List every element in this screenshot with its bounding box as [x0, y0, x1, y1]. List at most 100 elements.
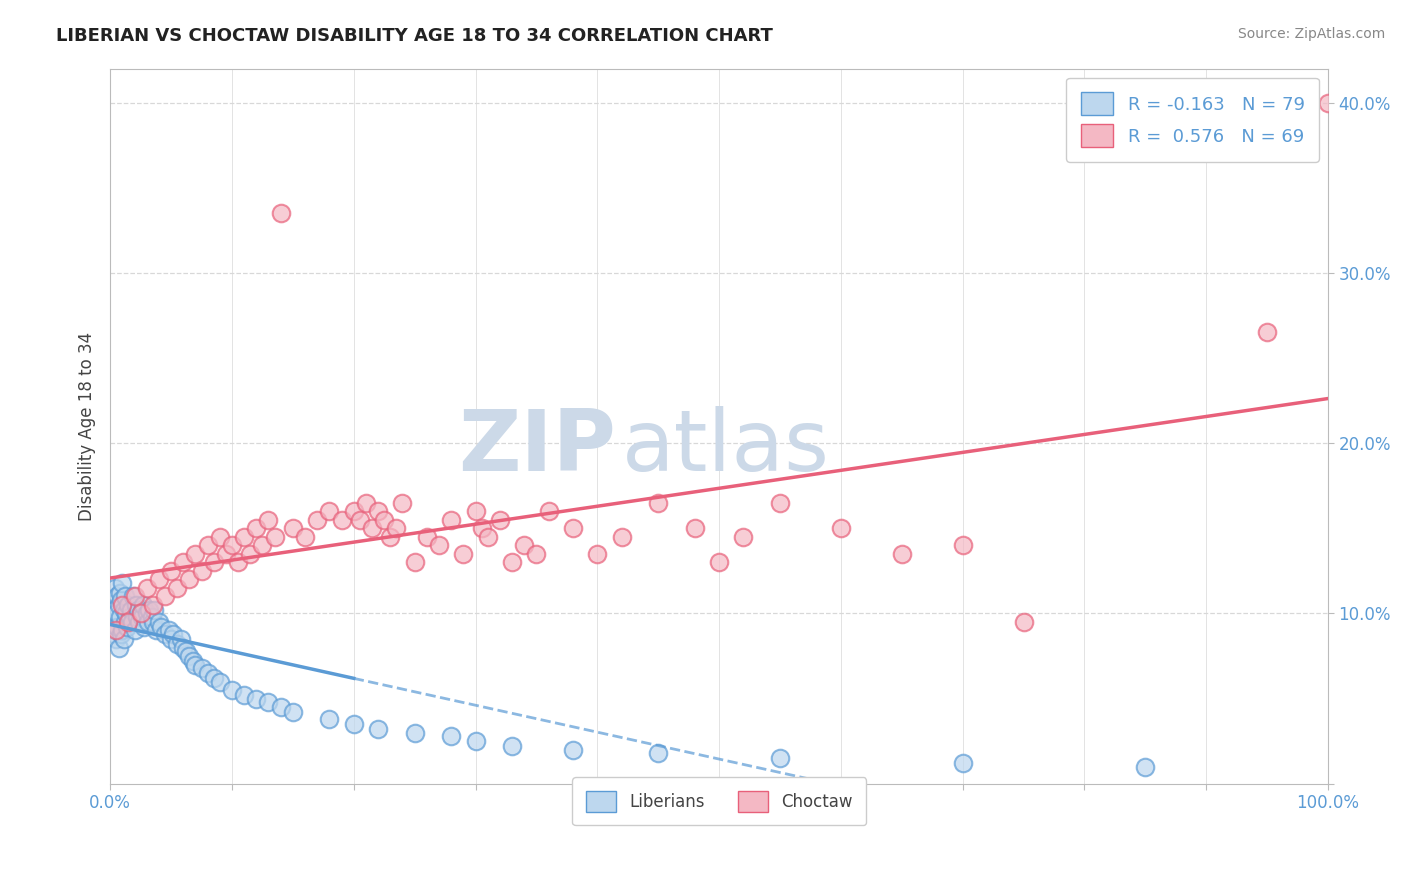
Point: [952, 756, 974, 771]
Point: [202, 671, 225, 685]
Point: [537, 504, 560, 518]
Point: [221, 683, 243, 698]
Point: [148, 573, 170, 587]
Point: [110, 592, 132, 607]
Point: [245, 691, 267, 706]
Point: [145, 624, 167, 638]
Point: [208, 674, 231, 689]
Point: [136, 615, 159, 629]
Point: [647, 746, 669, 760]
Point: [121, 615, 143, 629]
Point: [127, 603, 149, 617]
Point: [142, 598, 165, 612]
Text: ZIP: ZIP: [458, 406, 616, 489]
Point: [122, 590, 145, 604]
Point: [117, 615, 139, 629]
Point: [108, 610, 131, 624]
Point: [111, 624, 134, 638]
Point: [118, 610, 141, 624]
Point: [343, 504, 366, 518]
Point: [440, 513, 463, 527]
Point: [172, 555, 194, 569]
Point: [143, 603, 166, 617]
Point: [257, 513, 280, 527]
Point: [233, 530, 256, 544]
Point: [110, 627, 132, 641]
Point: [361, 521, 384, 535]
Point: [257, 695, 280, 709]
Point: [526, 547, 548, 561]
Point: [202, 555, 225, 569]
Point: [135, 581, 157, 595]
Point: [330, 513, 353, 527]
Point: [440, 729, 463, 743]
Point: [114, 615, 136, 629]
Point: [174, 644, 197, 658]
Point: [416, 530, 439, 544]
Point: [215, 547, 238, 561]
Point: [134, 620, 156, 634]
Point: [105, 607, 128, 621]
Point: [129, 607, 152, 621]
Point: [179, 648, 201, 663]
Point: [190, 661, 212, 675]
Point: [477, 530, 499, 544]
Point: [107, 598, 129, 612]
Point: [464, 734, 486, 748]
Point: [184, 547, 207, 561]
Point: [125, 610, 148, 624]
Point: [132, 598, 155, 612]
Point: [197, 666, 219, 681]
Point: [166, 581, 188, 595]
Point: [124, 590, 146, 604]
Point: [647, 496, 669, 510]
Point: [128, 615, 150, 629]
Point: [404, 555, 426, 569]
Legend: Liberians, Choctaw: Liberians, Choctaw: [572, 778, 866, 825]
Point: [103, 627, 125, 641]
Point: [157, 624, 180, 638]
Point: [111, 598, 134, 612]
Point: [190, 564, 212, 578]
Point: [105, 632, 128, 646]
Point: [489, 513, 512, 527]
Point: [107, 590, 129, 604]
Text: Source: ZipAtlas.com: Source: ZipAtlas.com: [1237, 27, 1385, 41]
Point: [427, 538, 450, 552]
Point: [281, 521, 304, 535]
Point: [890, 547, 912, 561]
Point: [471, 521, 494, 535]
Point: [318, 504, 340, 518]
Point: [245, 521, 267, 535]
Point: [160, 564, 183, 578]
Point: [373, 513, 395, 527]
Point: [349, 513, 371, 527]
Point: [221, 538, 243, 552]
Point: [112, 632, 135, 646]
Point: [343, 717, 366, 731]
Point: [153, 627, 176, 641]
Point: [162, 627, 184, 641]
Point: [391, 496, 413, 510]
Point: [117, 598, 139, 612]
Point: [501, 739, 523, 754]
Point: [104, 581, 127, 595]
Point: [129, 607, 152, 621]
Text: LIBERIAN VS CHOCTAW DISABILITY AGE 18 TO 34 CORRELATION CHART: LIBERIAN VS CHOCTAW DISABILITY AGE 18 TO…: [56, 27, 773, 45]
Point: [952, 538, 974, 552]
Point: [107, 620, 129, 634]
Point: [208, 530, 231, 544]
Point: [233, 688, 256, 702]
Y-axis label: Disability Age 18 to 34: Disability Age 18 to 34: [79, 332, 96, 521]
Point: [562, 742, 585, 756]
Point: [181, 654, 204, 668]
Point: [830, 521, 852, 535]
Point: [101, 615, 124, 629]
Point: [453, 547, 475, 561]
Point: [1317, 95, 1340, 110]
Point: [120, 603, 142, 617]
Point: [124, 624, 146, 638]
Point: [380, 530, 402, 544]
Point: [166, 637, 188, 651]
Point: [150, 620, 173, 634]
